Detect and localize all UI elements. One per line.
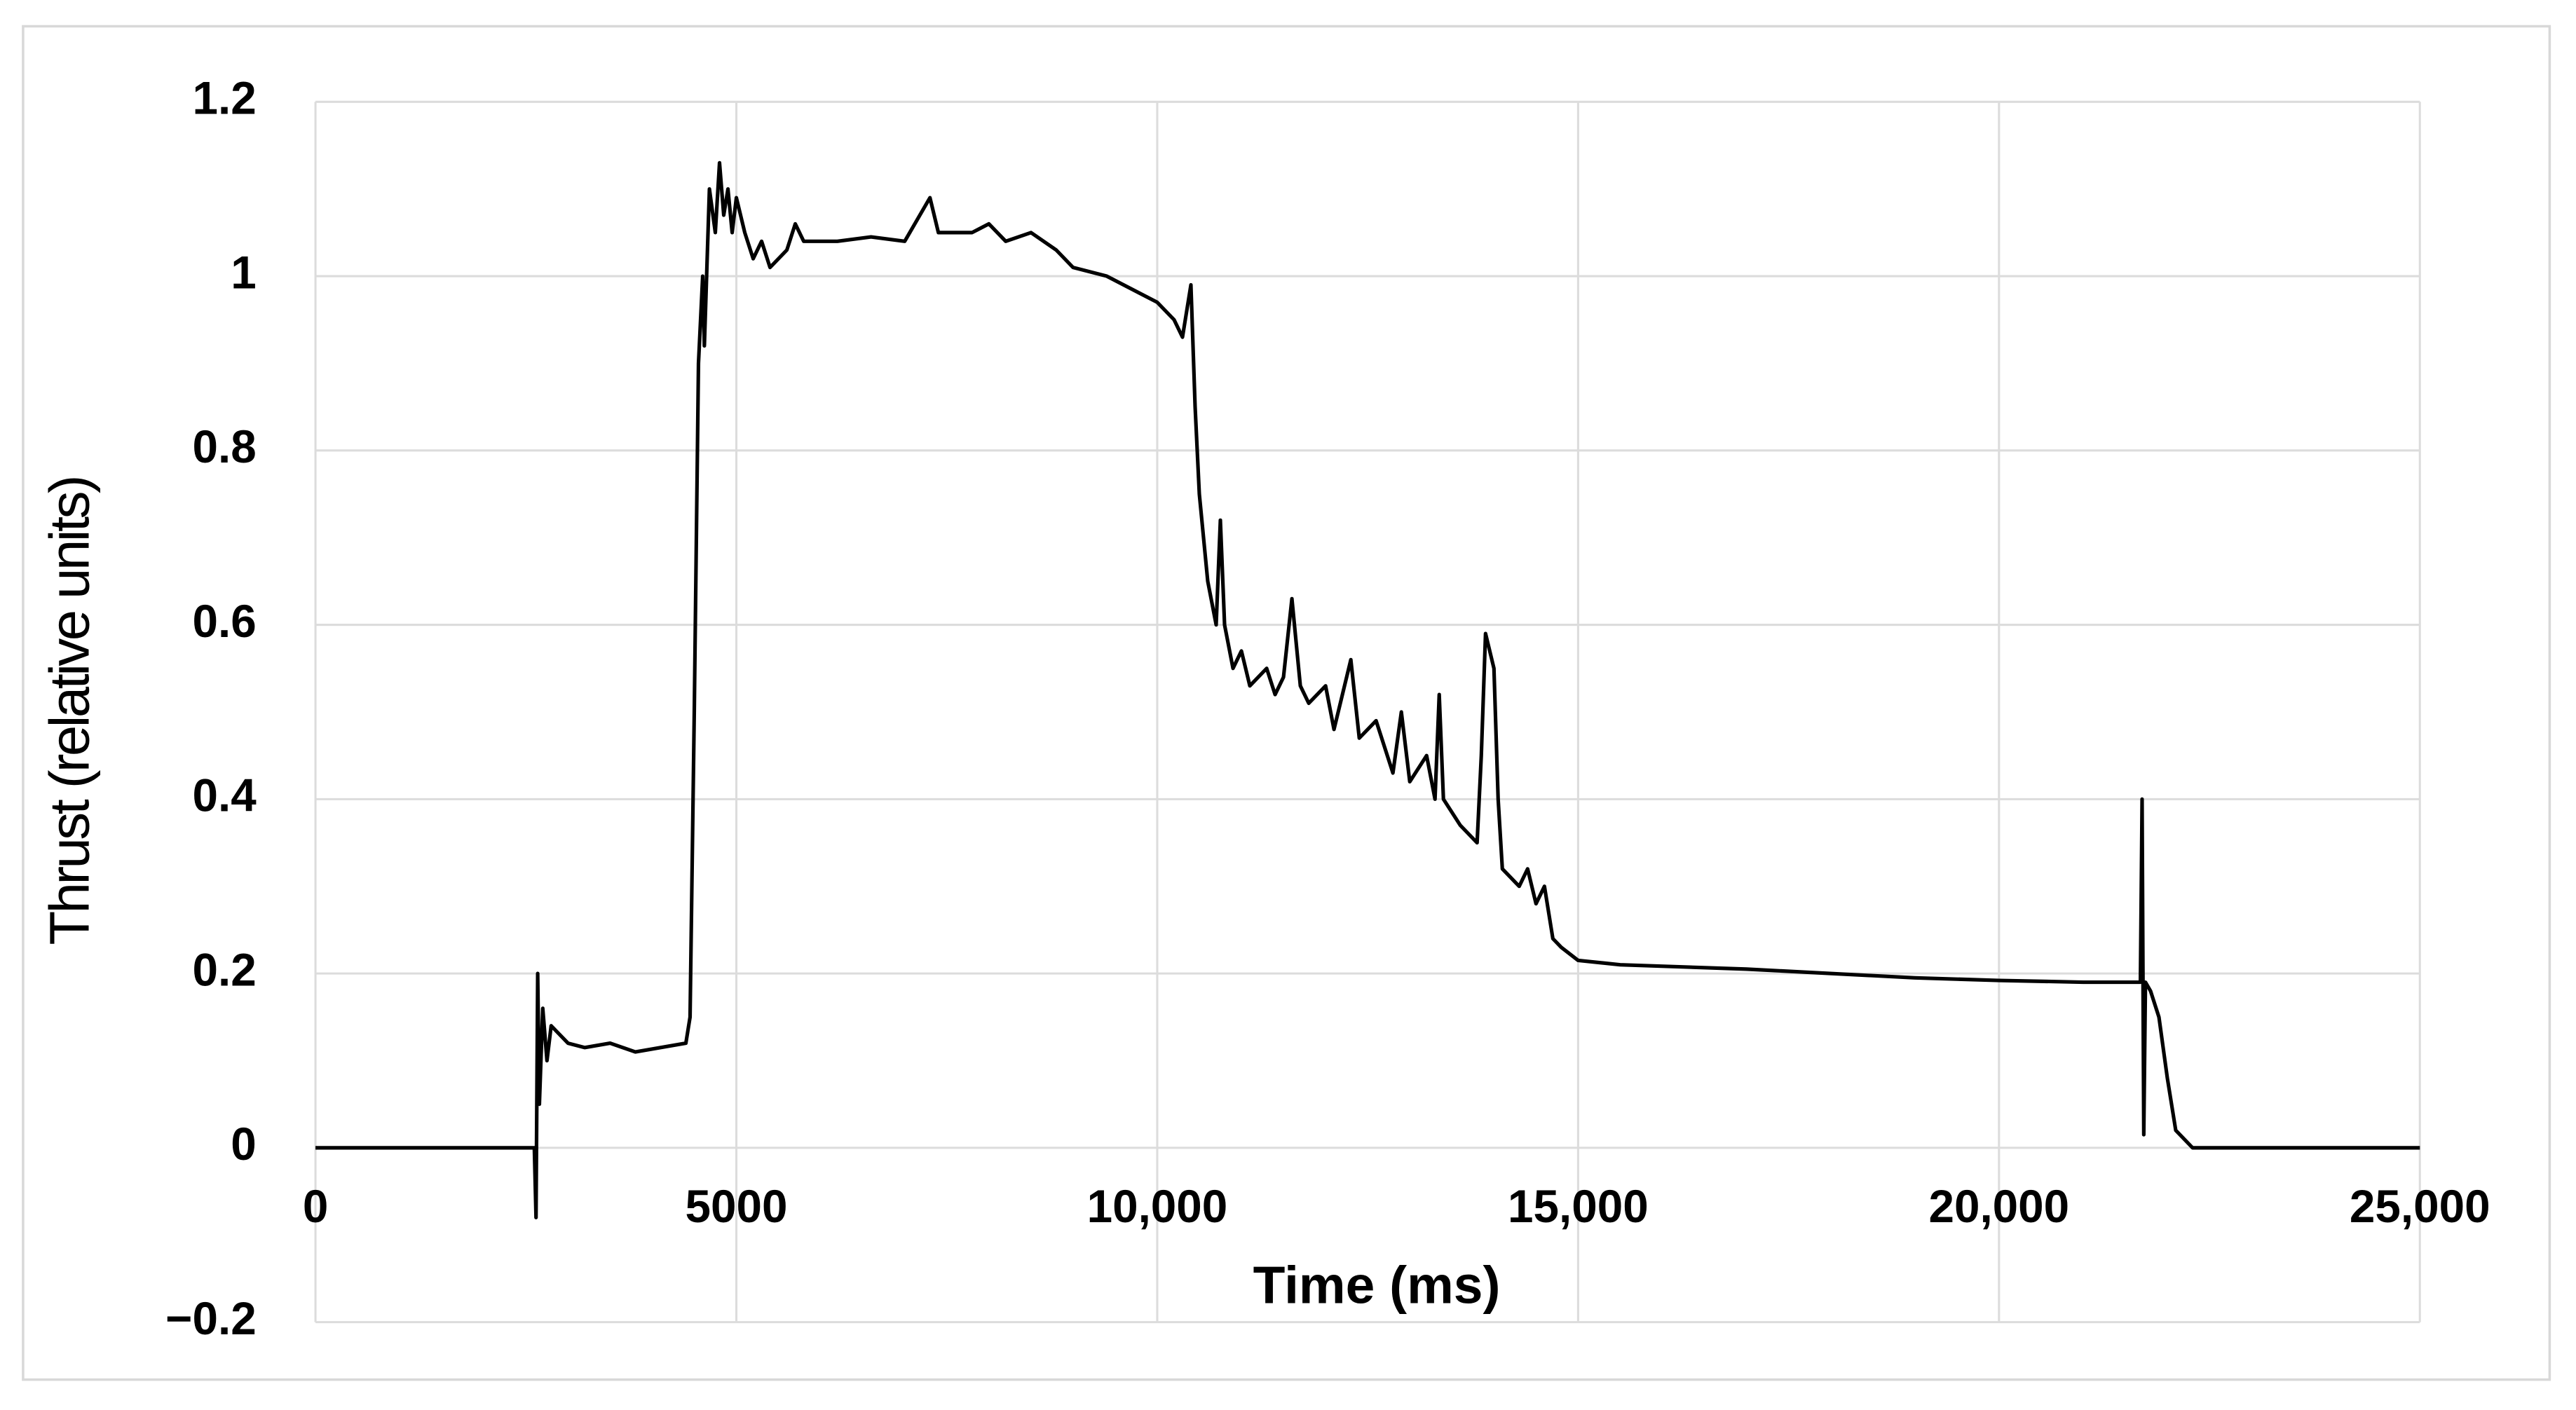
x-tick-label: 15,000 — [1508, 1181, 1649, 1232]
y-tick-label: 0.2 — [192, 944, 256, 995]
x-tick-label: 20,000 — [1928, 1181, 2069, 1232]
x-tick-label: 25,000 — [2350, 1181, 2490, 1232]
y-tick-label: 0 — [231, 1118, 257, 1170]
x-tick-label: 0 — [303, 1181, 329, 1232]
y-tick-label: 1.2 — [192, 73, 256, 124]
y-axis-title: Thrust (relative units) — [39, 477, 101, 945]
chart-frame — [22, 25, 2551, 1381]
y-tick-label: 0.6 — [192, 596, 256, 647]
y-tick-label: 1 — [231, 247, 257, 298]
y-tick-label: 0.4 — [192, 770, 257, 821]
y-tick-label: −0.2 — [165, 1293, 257, 1344]
data-line — [315, 160, 2420, 1219]
x-tick-label: 5000 — [686, 1181, 788, 1232]
x-axis-title: Time (ms) — [1253, 1256, 1501, 1315]
y-tick-label: 0.8 — [192, 421, 256, 472]
x-tick-label: 10,000 — [1087, 1181, 1228, 1232]
